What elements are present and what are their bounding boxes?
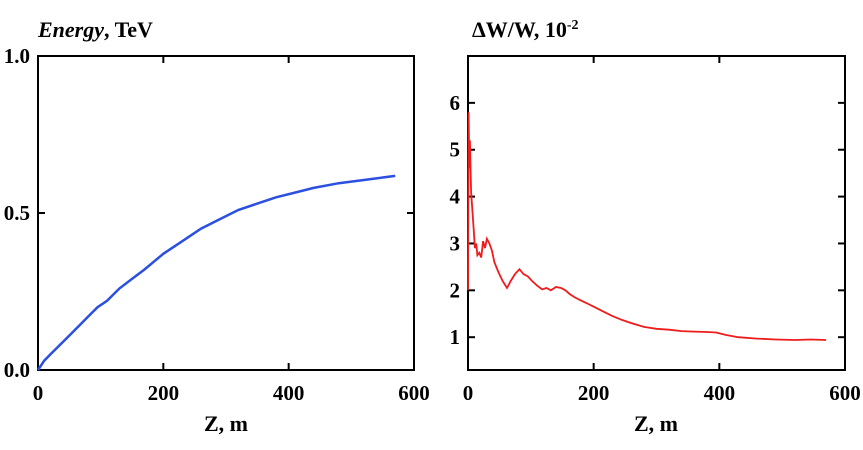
energy-x-label: Z, m <box>204 411 248 436</box>
spread-y-tick-label: 2 <box>450 278 461 302</box>
spread-x-ticks: 0 200 400 600 <box>463 56 861 405</box>
spread-y-tick-label: 6 <box>450 91 461 115</box>
spread-series-line <box>467 112 827 341</box>
energy-x-tick-label: 600 <box>398 381 430 405</box>
energy-series-line <box>36 174 396 371</box>
spread-y-tick-label: 4 <box>450 185 461 209</box>
spread-title: ΔW/W, 10-2 <box>472 17 579 42</box>
spread-y-tick-label: 3 <box>450 231 461 255</box>
energy-y-ticks: 0.0 0.5 1.0 <box>4 44 414 382</box>
spread-y-tick-label: 1 <box>450 325 461 349</box>
energy-title-rest: , TeV <box>104 17 153 42</box>
energy-y-tick-label: 0.0 <box>4 358 30 382</box>
spread-y-tick-label: 5 <box>450 138 461 162</box>
spread-y-ticks: 1 2 3 4 5 6 <box>450 91 845 349</box>
spread-x-tick-label: 200 <box>578 381 610 405</box>
energy-y-tick-label: 1.0 <box>4 44 30 68</box>
energy-plot-frame <box>37 55 415 371</box>
energy-x-ticks: 0 200 400 600 <box>33 56 430 405</box>
energy-x-tick-label: 200 <box>148 381 180 405</box>
spread-title-sup: -2 <box>567 18 579 33</box>
spread-chart: ΔW/W, 10-2 1 2 3 4 5 6 0 200 400 600 Z, m <box>450 17 861 436</box>
spread-x-tick-label: 600 <box>829 381 861 405</box>
spread-x-tick-label: 400 <box>704 381 736 405</box>
spread-x-label: Z, m <box>634 411 678 436</box>
spread-x-tick-label: 0 <box>463 381 474 405</box>
energy-title-italic: Energy <box>37 17 104 42</box>
spread-title-main: ΔW/W, 10 <box>472 17 567 42</box>
spread-plot-frame <box>467 55 846 371</box>
energy-y-tick-label: 0.5 <box>4 201 30 225</box>
energy-x-tick-label: 0 <box>33 381 44 405</box>
energy-title: Energy, TeV <box>37 17 153 42</box>
energy-x-tick-label: 400 <box>273 381 305 405</box>
energy-chart: Energy, TeV 0.0 0.5 1.0 0 200 400 600 Z, m <box>4 17 430 436</box>
